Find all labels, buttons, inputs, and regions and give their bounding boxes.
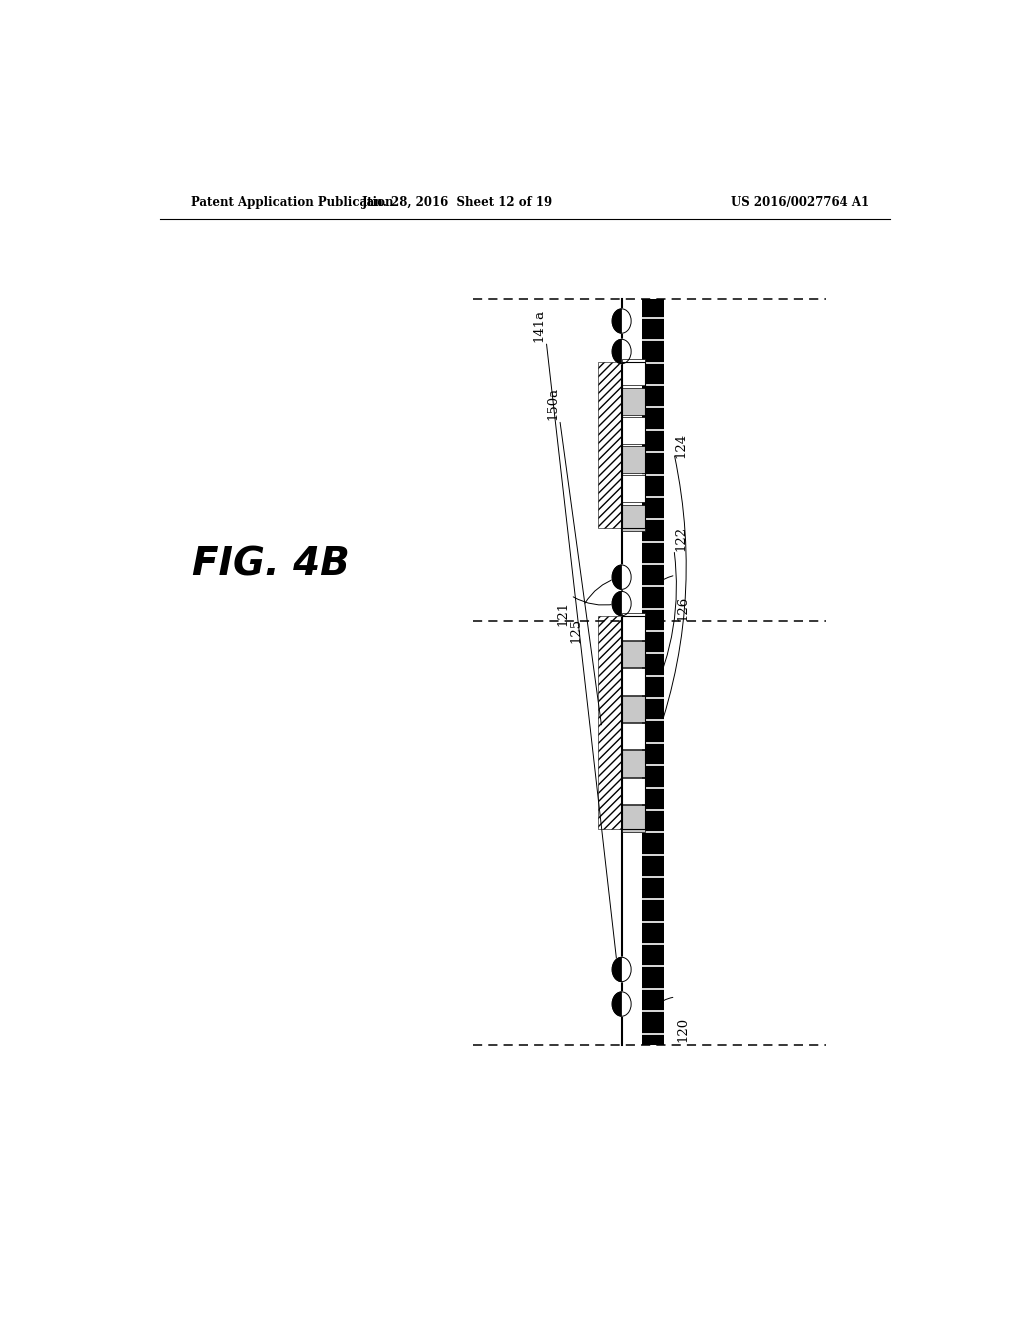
Text: FIG. 4B: FIG. 4B: [191, 546, 350, 583]
Circle shape: [612, 339, 631, 364]
Bar: [622, 359, 645, 385]
Text: Jan. 28, 2016  Sheet 12 of 19: Jan. 28, 2016 Sheet 12 of 19: [361, 195, 553, 209]
Bar: [622, 723, 645, 750]
Text: Patent Application Publication: Patent Application Publication: [191, 195, 394, 209]
Bar: [598, 362, 622, 528]
Circle shape: [612, 957, 631, 982]
Bar: [622, 777, 645, 804]
Bar: [642, 298, 665, 1044]
Circle shape: [612, 309, 631, 333]
Wedge shape: [612, 957, 622, 982]
Bar: [622, 504, 645, 531]
Bar: [622, 805, 645, 832]
Bar: [622, 615, 645, 829]
Text: 141a: 141a: [532, 309, 546, 342]
Circle shape: [612, 991, 631, 1016]
Bar: [598, 615, 622, 829]
Text: 125: 125: [570, 618, 583, 643]
Text: US 2016/0027764 A1: US 2016/0027764 A1: [731, 195, 869, 209]
Bar: [622, 668, 645, 694]
Wedge shape: [612, 991, 622, 1016]
Bar: [622, 612, 645, 640]
Circle shape: [612, 565, 631, 589]
Text: 124: 124: [675, 433, 688, 458]
Wedge shape: [612, 565, 622, 589]
Bar: [622, 362, 645, 528]
Text: 122: 122: [675, 527, 688, 552]
Bar: [622, 446, 645, 473]
Bar: [622, 475, 645, 502]
Bar: [622, 388, 645, 414]
Bar: [622, 640, 645, 667]
Text: 126: 126: [676, 595, 689, 620]
Text: 121: 121: [556, 601, 569, 626]
Text: 120: 120: [676, 1018, 689, 1043]
Bar: [622, 696, 645, 722]
Bar: [622, 417, 645, 444]
Wedge shape: [612, 309, 622, 333]
Text: 150a: 150a: [546, 387, 559, 420]
Bar: [622, 751, 645, 777]
Wedge shape: [612, 591, 622, 615]
Circle shape: [612, 591, 631, 615]
Wedge shape: [612, 339, 622, 364]
